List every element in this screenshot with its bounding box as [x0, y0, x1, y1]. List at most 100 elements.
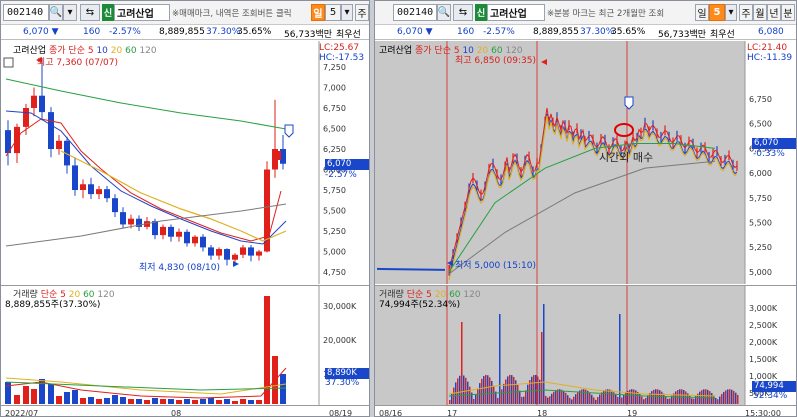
- current-volume-rate: 37.30%: [325, 378, 360, 388]
- low-arrow-icon: [233, 261, 239, 267]
- current-price: 6,070 ▼: [397, 27, 433, 37]
- volume-bar: [160, 399, 166, 404]
- legend-ma60: 60: [125, 46, 137, 56]
- notice-text: ※분봉 마크는 최근 2개월만 조회: [547, 8, 665, 19]
- volume-bar: [607, 389, 609, 404]
- volume-bar: [471, 392, 473, 404]
- stock-name[interactable]: 고려산업: [487, 4, 545, 21]
- volume-bar: [605, 389, 607, 404]
- buy-marker-icon: [273, 151, 281, 160]
- volume-bar: [469, 386, 471, 404]
- volume-bar: [569, 397, 571, 404]
- period-day-button[interactable]: 일: [695, 4, 709, 21]
- candle-body: [224, 249, 230, 260]
- volume-bar: [499, 314, 501, 404]
- volume-bar: [39, 379, 45, 404]
- volume-bar: [669, 398, 671, 404]
- volume-bar: [232, 401, 238, 404]
- volume-legend: 거래량 단순 5 20 60 120: [379, 287, 481, 300]
- vol-ma20-line: [5, 377, 287, 395]
- ma60-line: [448, 142, 716, 273]
- volume-bar: [633, 389, 635, 404]
- y-tick: 1,500K: [749, 355, 778, 364]
- left-price-chart[interactable]: 7,250 7,000 6,750 6,500 6,250 6,000 5,750 5,500…: [1, 41, 369, 284]
- period-day-button[interactable]: 일: [311, 4, 325, 21]
- dropdown-icon[interactable]: ▾: [725, 4, 737, 21]
- candle-body: [248, 247, 254, 256]
- period-week-button[interactable]: 주: [355, 4, 369, 21]
- volume-bar: [585, 389, 587, 404]
- ma20-line: [448, 115, 738, 281]
- right-chart-panel: 002140 🔍 ⇆ 신 고려산업 ※분봉 마크는 최근 2개월만 조회 일 5…: [374, 0, 797, 417]
- toggle-icon[interactable]: ⇆: [453, 4, 473, 21]
- period-minute-button[interactable]: 분: [781, 4, 795, 21]
- volume-bar: [559, 389, 561, 404]
- stock-code-input[interactable]: 002140: [393, 4, 437, 21]
- dropdown-icon[interactable]: ▾: [341, 4, 353, 21]
- period-week-button[interactable]: 주: [739, 4, 753, 21]
- price-legend: 고려산업 종가 단순 5 10 20 60 120: [13, 43, 157, 56]
- volume-bar: [635, 390, 637, 404]
- volume-bar: [549, 396, 551, 404]
- search-icon[interactable]: 🔍: [437, 4, 451, 21]
- volume-bar: [216, 400, 222, 404]
- turnover-rate: 35.65%: [237, 27, 272, 37]
- legend-ma5: 종가 단순 5: [49, 46, 94, 56]
- period-month-button[interactable]: 월: [753, 4, 767, 21]
- toggle-icon[interactable]: ⇆: [80, 4, 100, 21]
- ma5-line: [448, 107, 738, 271]
- low-label: 최저 4,830 (08/10): [139, 263, 221, 273]
- volume-bar: [579, 390, 581, 404]
- volume-bar: [529, 380, 531, 404]
- volume-bar: [48, 384, 54, 404]
- notice-text: ※매매마크, 내역은 조회버튼 클릭: [172, 8, 292, 19]
- volume-bar: [621, 397, 623, 404]
- candle-body: [136, 218, 142, 227]
- stock-name[interactable]: 고려산업: [114, 4, 170, 21]
- search-icon[interactable]: 🔍: [49, 4, 63, 21]
- y-tick: 6,750: [749, 95, 772, 104]
- candle-body: [168, 226, 174, 237]
- volume-bar: [152, 398, 158, 404]
- current-rate-label: -2.57%: [325, 170, 357, 180]
- volume-bar: [527, 384, 529, 404]
- candle-body: [152, 221, 158, 236]
- trade-amount: 56,733백만: [284, 30, 333, 40]
- current-volume-box: 74,994: [752, 381, 796, 392]
- menu-icon[interactable]: ▾: [63, 4, 77, 21]
- volume-bar: [661, 391, 663, 404]
- period-count-input[interactable]: 5: [709, 4, 725, 21]
- high-arrow-icon: [541, 59, 547, 65]
- legend-ma120: 120: [505, 46, 523, 56]
- volume-bar: [497, 397, 499, 404]
- candle-body: [96, 189, 102, 195]
- volume-bar: [557, 389, 559, 404]
- volume-bar: [120, 397, 126, 404]
- price-change: 160: [83, 27, 101, 37]
- volume-bar: [128, 399, 134, 404]
- volume-bar: [248, 400, 254, 404]
- volume-bar: [449, 400, 451, 404]
- volume-bar: [144, 400, 150, 404]
- stock-code-input[interactable]: 002140: [3, 4, 49, 21]
- legend-vol-ma60: 60: [449, 290, 461, 300]
- period-count-input[interactable]: 5: [325, 4, 341, 21]
- volume-bar: [495, 391, 497, 404]
- credit-tag: 신: [475, 4, 487, 21]
- x-tick: 08/19: [329, 409, 353, 417]
- volume-bar: [168, 399, 174, 404]
- volume-bar: [703, 389, 705, 404]
- right-price-chart[interactable]: 6,7506,5006,2506,0005,7505,5005,2505,000…: [375, 41, 796, 284]
- volume-bar: [543, 304, 545, 404]
- y-tick: 6,000: [749, 169, 772, 178]
- best-price-label: 최우선: [710, 30, 735, 40]
- volume-bar: [475, 394, 477, 404]
- period-year-button[interactable]: 년: [767, 4, 781, 21]
- volume-bar: [485, 374, 487, 404]
- volume-bar: [483, 376, 485, 404]
- volume-bar: [611, 390, 613, 404]
- hc-label: HC:-17.53: [319, 53, 365, 63]
- volume-bar: [711, 392, 713, 404]
- right-volume-chart[interactable]: 3,000K 2,500K 2,000K 1,500K 1,000K 500K 거래량 단…: [375, 285, 796, 406]
